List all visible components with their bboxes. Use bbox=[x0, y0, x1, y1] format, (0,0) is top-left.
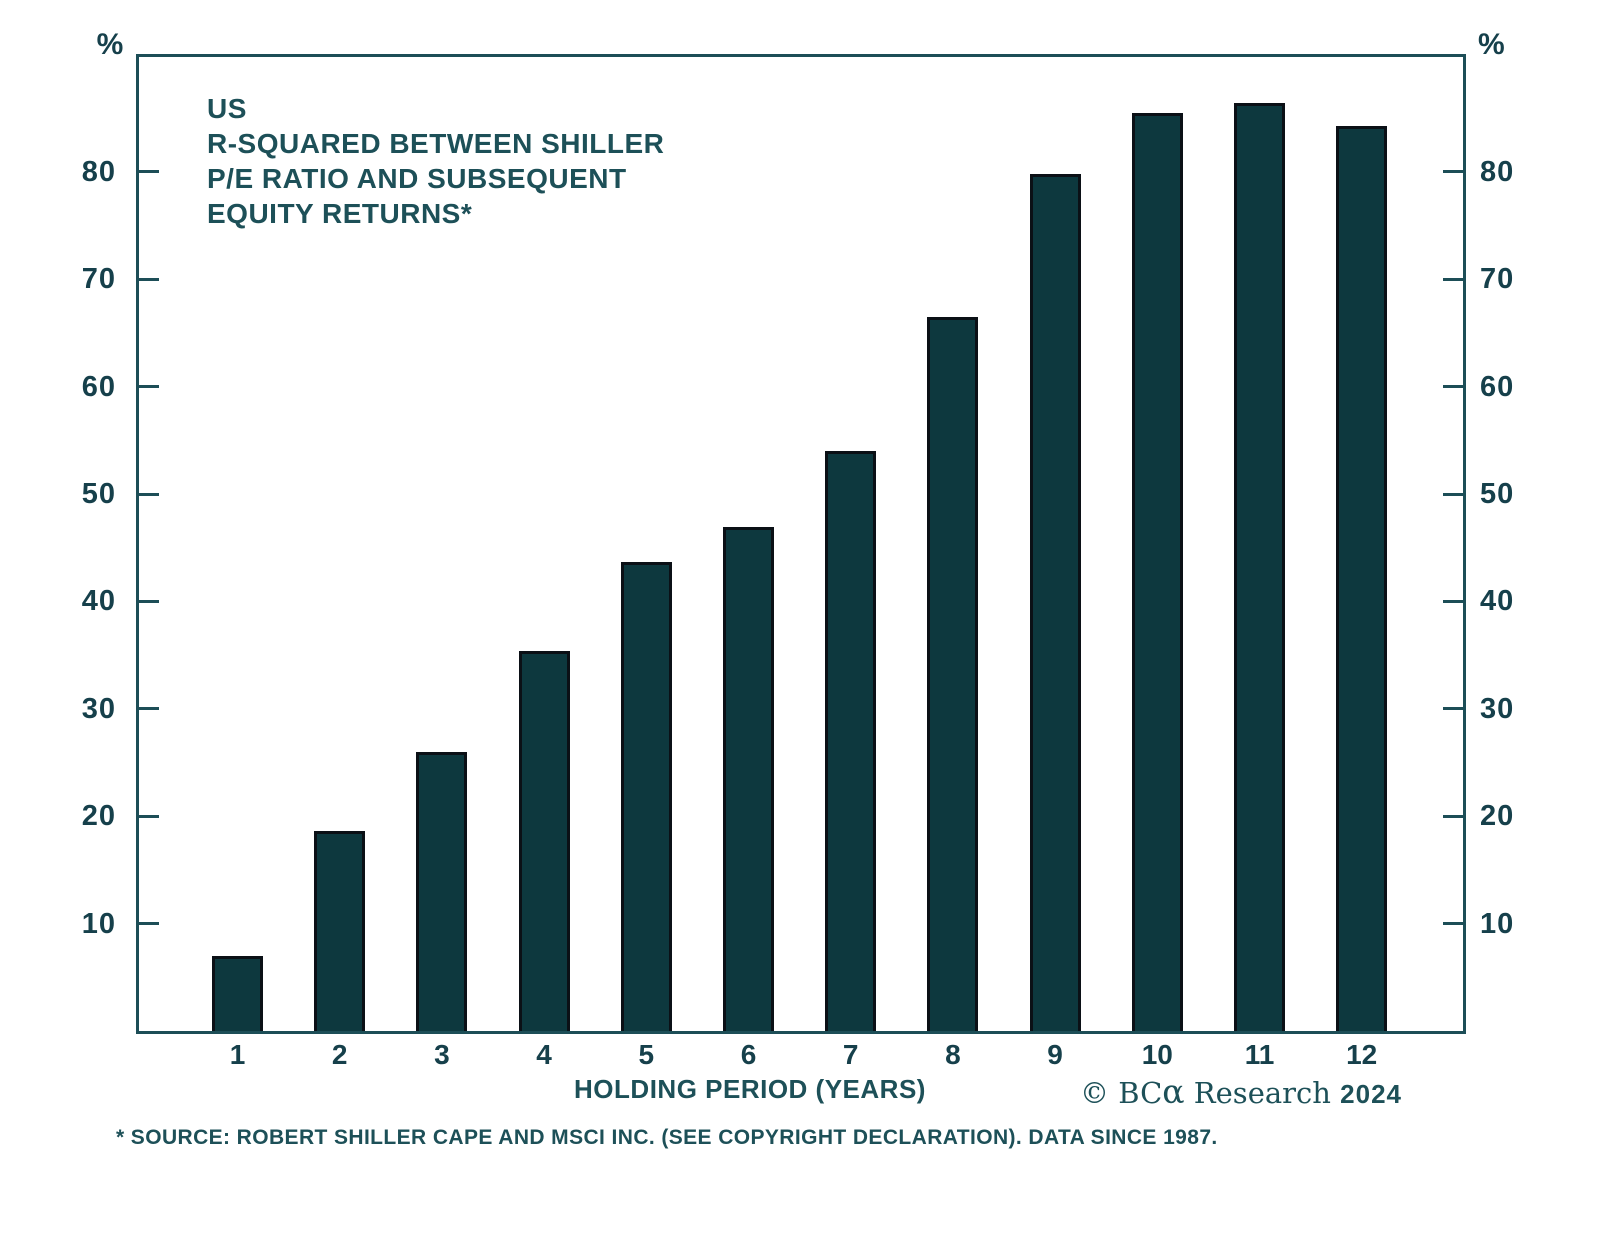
y-tick-label-left-60: 60 bbox=[81, 370, 116, 403]
bar-5 bbox=[620, 562, 672, 1031]
plot-area: US R-SQUARED BETWEEN SHILLER P/E RATIO A… bbox=[136, 54, 1466, 1034]
bar-4 bbox=[518, 651, 570, 1031]
bar-1 bbox=[212, 956, 263, 1031]
y-tick-left-40 bbox=[139, 599, 159, 603]
x-tick-label-8: 8 bbox=[945, 1039, 961, 1070]
chart-title-line-4: EQUITY RETURNS* bbox=[207, 198, 473, 229]
x-tick-label-9: 9 bbox=[1047, 1039, 1063, 1070]
x-tick-label-4: 4 bbox=[536, 1039, 552, 1070]
y-tick-label-right-60: 60 bbox=[1480, 370, 1515, 403]
y-tick-label-right-10: 10 bbox=[1480, 907, 1515, 940]
chart-title-line-2: R-SQUARED BETWEEN SHILLER bbox=[207, 128, 665, 159]
y-tick-right-70 bbox=[1443, 277, 1463, 281]
y-tick-label-right-50: 50 bbox=[1480, 478, 1515, 511]
bar-6 bbox=[723, 527, 774, 1031]
y-tick-left-60 bbox=[139, 385, 159, 389]
y-tick-label-right-30: 30 bbox=[1480, 692, 1515, 725]
bar-7 bbox=[825, 451, 877, 1031]
copyright-notice: © BCα Research 2024 bbox=[1080, 1072, 1402, 1111]
y-tick-label-right-70: 70 bbox=[1480, 263, 1515, 296]
y-tick-label-right-20: 20 bbox=[1480, 800, 1515, 833]
x-axis-caption: HOLDING PERIOD (YEARS) bbox=[574, 1074, 926, 1104]
x-tick-label-10: 10 bbox=[1141, 1039, 1173, 1070]
x-tick-label-11: 11 bbox=[1244, 1039, 1275, 1070]
bar-2 bbox=[314, 831, 366, 1031]
y-tick-left-20 bbox=[139, 814, 159, 818]
y-tick-label-left-10: 10 bbox=[81, 907, 116, 940]
y-tick-label-right-40: 40 bbox=[1480, 585, 1515, 618]
bar-12 bbox=[1336, 126, 1388, 1031]
y-tick-left-80 bbox=[139, 170, 159, 174]
copyright-brand-alpha-glyph: α bbox=[1162, 1072, 1185, 1111]
x-tick-label-6: 6 bbox=[740, 1039, 757, 1070]
source-footnote: * SOURCE: ROBERT SHILLER CAPE AND MSCI I… bbox=[116, 1126, 1218, 1149]
chart-title: US R-SQUARED BETWEEN SHILLER P/E RATIO A… bbox=[207, 91, 664, 231]
y-tick-right-20 bbox=[1443, 814, 1463, 818]
y-tick-right-80 bbox=[1443, 170, 1463, 174]
y-axis-unit-right: % bbox=[1478, 28, 1505, 61]
y-tick-label-left-70: 70 bbox=[81, 263, 116, 296]
y-tick-label-left-30: 30 bbox=[81, 692, 116, 725]
x-tick-label-1: 1 bbox=[229, 1039, 246, 1070]
chart-title-line-3: P/E RATIO AND SUBSEQUENT bbox=[207, 163, 627, 194]
y-tick-left-70 bbox=[139, 277, 159, 281]
x-tick-label-3: 3 bbox=[434, 1039, 450, 1070]
copyright-year: 2024 bbox=[1340, 1079, 1402, 1109]
x-tick-label-12: 12 bbox=[1346, 1039, 1378, 1070]
x-tick-label-5: 5 bbox=[638, 1039, 655, 1070]
bar-9 bbox=[1029, 174, 1081, 1031]
y-tick-label-left-20: 20 bbox=[81, 800, 116, 833]
y-tick-left-50 bbox=[139, 492, 159, 496]
x-tick-label-7: 7 bbox=[842, 1039, 859, 1070]
bar-3 bbox=[416, 752, 468, 1031]
y-tick-label-left-80: 80 bbox=[81, 155, 116, 188]
y-tick-right-60 bbox=[1443, 385, 1463, 389]
y-axis-unit-left: % bbox=[96, 28, 124, 61]
y-tick-left-10 bbox=[139, 922, 159, 926]
y-tick-right-50 bbox=[1443, 492, 1463, 496]
x-tick-label-2: 2 bbox=[331, 1039, 348, 1070]
y-tick-label-left-50: 50 bbox=[81, 478, 116, 511]
copyright-brand-suffix: Research bbox=[1184, 1076, 1341, 1110]
copyright-brand-prefix: © BC bbox=[1080, 1076, 1163, 1110]
y-tick-label-right-80: 80 bbox=[1480, 155, 1515, 188]
y-tick-label-left-40: 40 bbox=[81, 585, 116, 618]
y-tick-right-30 bbox=[1443, 707, 1463, 711]
y-tick-right-10 bbox=[1443, 922, 1463, 926]
y-tick-left-30 bbox=[139, 707, 159, 711]
chart-title-line-1: US bbox=[207, 93, 247, 124]
bar-10 bbox=[1131, 113, 1183, 1031]
bar-11 bbox=[1234, 103, 1285, 1031]
bar-8 bbox=[927, 317, 979, 1031]
y-tick-right-40 bbox=[1443, 599, 1463, 603]
